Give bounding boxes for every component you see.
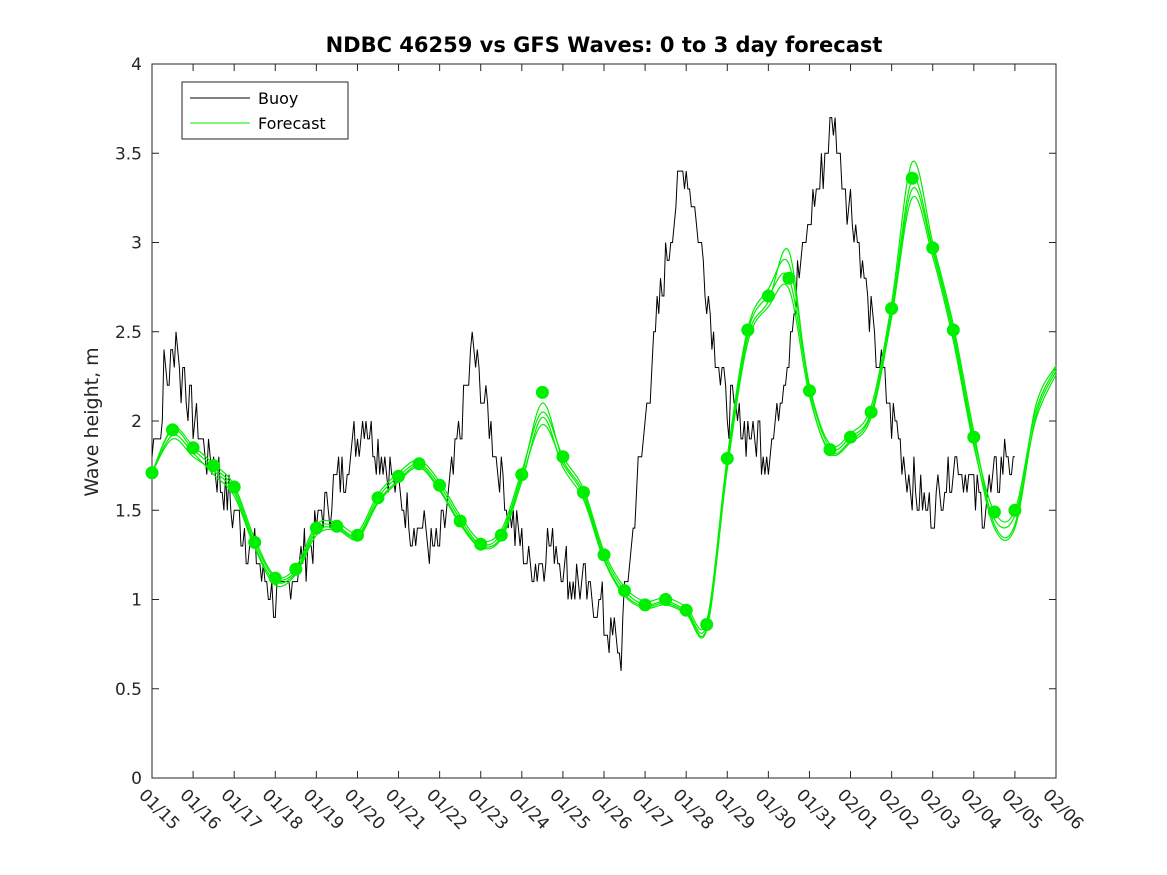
buoy-series: [151, 117, 1015, 671]
x-tick-label: 01/18: [258, 785, 307, 834]
forecast-marker: [309, 521, 323, 535]
forecast-marker: [679, 603, 693, 617]
y-tick-label: 1: [131, 591, 142, 611]
forecast-marker: [207, 459, 221, 473]
x-tick-label: 01/30: [751, 785, 800, 834]
forecast-marker: [371, 491, 385, 505]
forecast-marker: [885, 302, 899, 315]
forecast-marker: [597, 548, 611, 562]
forecast-marker: [577, 485, 590, 499]
forecast-marker: [392, 469, 405, 483]
forecast-marker: [166, 423, 179, 437]
forecast-marker: [844, 430, 857, 444]
x-tick-label: 01/21: [381, 785, 430, 834]
forecast-marker: [556, 450, 570, 464]
forecast-marker: [638, 598, 652, 612]
forecast-marker: [351, 528, 364, 542]
legend-forecast-label: Forecast: [258, 114, 326, 133]
y-tick-label: 4: [131, 55, 142, 75]
forecast-marker: [248, 535, 262, 549]
forecast-marker: [720, 452, 734, 465]
forecast-marker: [453, 514, 467, 528]
x-tick-label: 02/06: [1038, 785, 1087, 834]
x-tick-label: 01/23: [463, 785, 512, 834]
x-tick-label: 01/27: [628, 785, 677, 834]
legend-box: [181, 81, 349, 140]
x-tick-label: 02/04: [956, 785, 1005, 834]
y-tick-label: 1.5: [115, 501, 142, 521]
forecast-marker: [535, 385, 549, 399]
forecast-markers: [145, 171, 1022, 631]
x-tick-label: 01/31: [792, 785, 841, 834]
y-tick-label: 0: [131, 769, 142, 789]
forecast-marker: [864, 405, 878, 419]
forecast-marker: [761, 289, 775, 303]
legend-buoy-label: Buoy: [258, 89, 298, 108]
forecast-marker: [946, 323, 960, 337]
y-tick-label: 0.5: [115, 680, 142, 700]
forecast-marker: [412, 457, 426, 471]
y-tick-label: 2.5: [115, 323, 142, 343]
forecast-marker: [618, 584, 631, 598]
forecast-marker: [330, 519, 344, 533]
forecast-marker: [515, 468, 529, 482]
x-tick-label: 01/19: [299, 785, 348, 834]
forecast-line-2: [151, 195, 1057, 639]
y-axis-label: Wave height, m: [81, 347, 103, 496]
forecast-marker: [782, 271, 796, 285]
forecast-marker: [967, 430, 981, 444]
x-tick-label: 01/24: [504, 785, 553, 834]
x-tick-label: 01/20: [340, 785, 389, 834]
forecast-marker: [987, 505, 1001, 519]
forecast-marker: [474, 537, 488, 551]
forecast-marker: [926, 241, 940, 255]
x-tick-label: 02/02: [874, 785, 923, 834]
x-tick-label: 02/03: [915, 785, 964, 834]
y-tick-label: 3: [131, 234, 142, 254]
forecast-marker: [905, 171, 919, 185]
forecast-marker: [659, 593, 673, 606]
x-tick-label: 01/29: [710, 785, 759, 834]
x-tick-label: 02/05: [997, 785, 1046, 834]
x-tick-label: 01/25: [545, 785, 594, 834]
forecast-marker: [289, 562, 303, 576]
plot-area: 00.511.522.533.5401/1501/1601/1701/1801/…: [115, 55, 1087, 834]
forecast-marker: [145, 466, 159, 480]
y-tick-label: 2: [131, 412, 142, 432]
x-tick-label: 01/17: [217, 785, 266, 834]
plot-frame: [151, 63, 1057, 779]
x-tick-label: 01/22: [422, 785, 471, 834]
legend: Buoy Forecast: [181, 81, 349, 140]
forecast-marker: [227, 480, 241, 494]
forecast-marker: [803, 384, 816, 398]
forecast-marker: [1008, 503, 1022, 517]
buoy-line: [151, 117, 1015, 671]
forecast-marker: [433, 478, 447, 492]
x-tick-label: 01/26: [586, 785, 635, 834]
forecast-marker: [700, 618, 714, 631]
x-tick-label: 01/28: [669, 785, 718, 834]
y-tick-label: 3.5: [115, 144, 142, 164]
forecast-marker: [268, 571, 282, 585]
chart-title: NDBC 46259 vs GFS Waves: 0 to 3 day fore…: [326, 33, 883, 57]
x-tick-label: 01/16: [176, 785, 225, 834]
forecast-marker: [741, 323, 755, 337]
x-tick-label: 01/15: [134, 785, 183, 834]
forecast-marker: [823, 443, 837, 457]
x-tick-label: 02/01: [833, 785, 882, 834]
forecast-marker: [186, 441, 200, 455]
forecast-marker: [494, 528, 508, 542]
